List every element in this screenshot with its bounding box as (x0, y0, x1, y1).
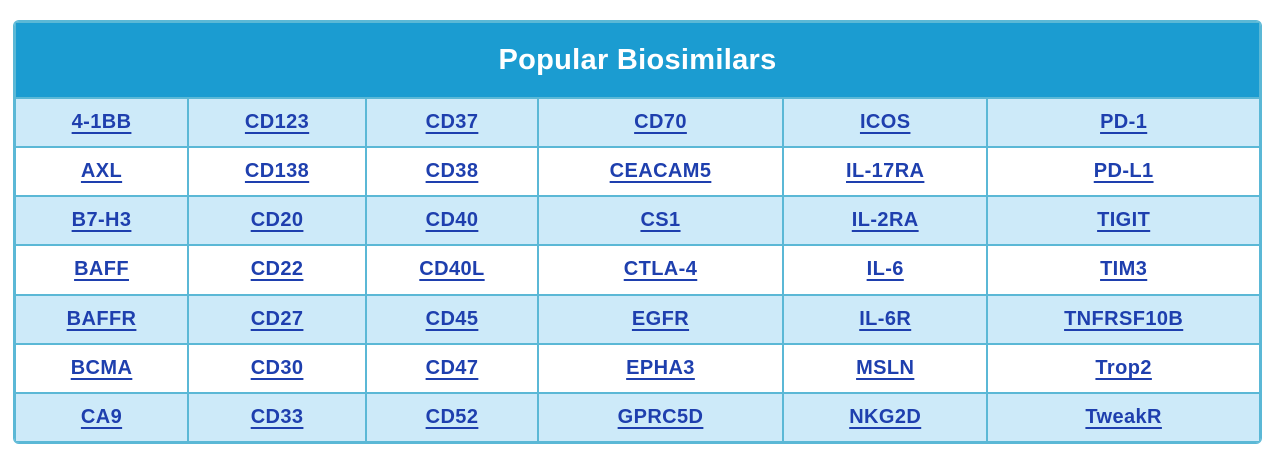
biosimilar-link[interactable]: CD27 (250, 307, 304, 330)
table-row: BAFFR CD27 CD45 EGFR IL-6R TNFRSF10B (14, 293, 1261, 345)
biosimilar-link[interactable]: IL-6R (859, 307, 912, 330)
table-cell: IL-6 (782, 244, 989, 296)
table-cell: BCMA (14, 342, 190, 394)
biosimilar-link[interactable]: 4-1BB (71, 111, 132, 134)
table-row: B7-H3 CD20 CD40 CS1 IL-2RA TIGIT (14, 195, 1261, 247)
biosimilar-link[interactable]: CD22 (250, 258, 304, 281)
biosimilar-link[interactable]: CD138 (244, 160, 310, 183)
table-cell: CD47 (365, 342, 539, 394)
biosimilar-link[interactable]: CD30 (250, 356, 304, 379)
table-cell: ICOS (782, 96, 989, 149)
table-cell: CD52 (365, 391, 539, 443)
biosimilar-link[interactable]: BCMA (70, 356, 133, 379)
biosimilar-link[interactable]: CD37 (425, 111, 479, 134)
table-cell: BAFFR (14, 293, 190, 345)
table-cell: CD138 (187, 146, 368, 198)
table-cell: CA9 (14, 391, 190, 443)
biosimilars-table: Popular Biosimilars 4-1BB CD123 CD37 CD70 IC… (14, 21, 1261, 443)
biosimilar-link[interactable]: BAFFR (66, 307, 137, 330)
biosimilars-table-body: 4-1BB CD123 CD37 CD70 ICOS PD-1 AXL CD138 CD38 CE… (14, 96, 1261, 443)
biosimilar-link[interactable]: CD40 (425, 209, 479, 232)
biosimilar-link[interactable]: Trop2 (1095, 356, 1152, 379)
table-cell: CS1 (536, 195, 785, 247)
biosimilar-link[interactable]: GPRC5D (617, 405, 704, 428)
table-cell: EGFR (536, 293, 785, 345)
table-cell: TIGIT (986, 195, 1261, 247)
biosimilar-link[interactable]: CEACAM5 (609, 160, 712, 183)
table-cell: CD20 (187, 195, 368, 247)
biosimilar-link[interactable]: CD45 (425, 307, 479, 330)
table-cell: CD30 (187, 342, 368, 394)
table-cell: IL-6R (782, 293, 989, 345)
biosimilar-link[interactable]: CD70 (634, 111, 687, 134)
table-cell: NKG2D (782, 391, 989, 443)
table-row: CA9 CD33 CD52 GPRC5D NKG2D TweakR (14, 391, 1261, 443)
table-cell: CD70 (536, 96, 785, 149)
table-cell: Trop2 (986, 342, 1261, 394)
biosimilar-link[interactable]: CD20 (250, 209, 304, 232)
biosimilar-link[interactable]: CS1 (640, 209, 681, 232)
table-row: BAFF CD22 CD40L CTLA-4 IL-6 TIM3 (14, 244, 1261, 296)
biosimilar-link[interactable]: CD40L (419, 258, 485, 281)
table-cell: MSLN (782, 342, 989, 394)
biosimilar-link[interactable]: CD52 (425, 405, 479, 428)
biosimilar-link[interactable]: CA9 (80, 405, 123, 428)
table-cell: PD-L1 (986, 146, 1261, 198)
table-cell: CEACAM5 (536, 146, 785, 198)
biosimilar-link[interactable]: EPHA3 (626, 356, 695, 379)
biosimilar-link[interactable]: EGFR (631, 307, 690, 330)
table-cell: CD27 (187, 293, 368, 345)
table-row: 4-1BB CD123 CD37 CD70 ICOS PD-1 (14, 96, 1261, 149)
biosimilar-link[interactable]: CTLA-4 (623, 258, 698, 281)
biosimilar-link[interactable]: CD123 (244, 111, 310, 134)
table-cell: TNFRSF10B (986, 293, 1261, 345)
table-row: AXL CD138 CD38 CEACAM5 IL-17RA PD-L1 (14, 146, 1261, 198)
table-cell: IL-17RA (782, 146, 989, 198)
table-cell: TweakR (986, 391, 1261, 443)
table-cell: CD45 (365, 293, 539, 345)
header-row: Popular Biosimilars (14, 21, 1261, 99)
biosimilar-link[interactable]: PD-1 (1100, 111, 1148, 134)
table-cell: CTLA-4 (536, 244, 785, 296)
table-cell: 4-1BB (14, 96, 190, 149)
table-cell: CD40 (365, 195, 539, 247)
table-cell: GPRC5D (536, 391, 785, 443)
table-cell: CD33 (187, 391, 368, 443)
table-cell: TIM3 (986, 244, 1261, 296)
table-cell: CD37 (365, 96, 539, 149)
biosimilar-link[interactable]: ICOS (859, 111, 911, 134)
table-cell: PD-1 (986, 96, 1261, 149)
biosimilar-link[interactable]: CD47 (425, 356, 479, 379)
biosimilars-table-container: Popular Biosimilars 4-1BB CD123 CD37 CD70 IC… (14, 21, 1261, 443)
biosimilar-link[interactable]: CD38 (425, 160, 479, 183)
biosimilar-link[interactable]: PD-L1 (1093, 160, 1154, 183)
biosimilar-link[interactable]: AXL (80, 160, 123, 183)
table-cell: IL-2RA (782, 195, 989, 247)
biosimilar-link[interactable]: BAFF (74, 258, 129, 281)
table-cell: AXL (14, 146, 190, 198)
biosimilar-link[interactable]: B7-H3 (71, 209, 132, 232)
biosimilar-link[interactable]: NKG2D (849, 405, 922, 428)
table-cell: EPHA3 (536, 342, 785, 394)
biosimilar-link[interactable]: TNFRSF10B (1064, 307, 1184, 330)
biosimilar-link[interactable]: TIM3 (1100, 258, 1148, 281)
biosimilar-link[interactable]: IL-6 (866, 258, 904, 281)
table-cell: CD22 (187, 244, 368, 296)
biosimilar-link[interactable]: IL-2RA (851, 209, 919, 232)
table-cell: CD38 (365, 146, 539, 198)
biosimilar-link[interactable]: TIGIT (1097, 209, 1151, 232)
table-cell: CD123 (187, 96, 368, 149)
table-cell: CD40L (365, 244, 539, 296)
table-row: BCMA CD30 CD47 EPHA3 MSLN Trop2 (14, 342, 1261, 394)
biosimilar-link[interactable]: CD33 (250, 405, 304, 428)
biosimilar-link[interactable]: MSLN (856, 356, 915, 379)
table-cell: BAFF (14, 244, 190, 296)
table-cell: B7-H3 (14, 195, 190, 247)
table-title: Popular Biosimilars (14, 21, 1261, 99)
biosimilar-link[interactable]: TweakR (1085, 405, 1162, 428)
biosimilar-link[interactable]: IL-17RA (846, 160, 925, 183)
